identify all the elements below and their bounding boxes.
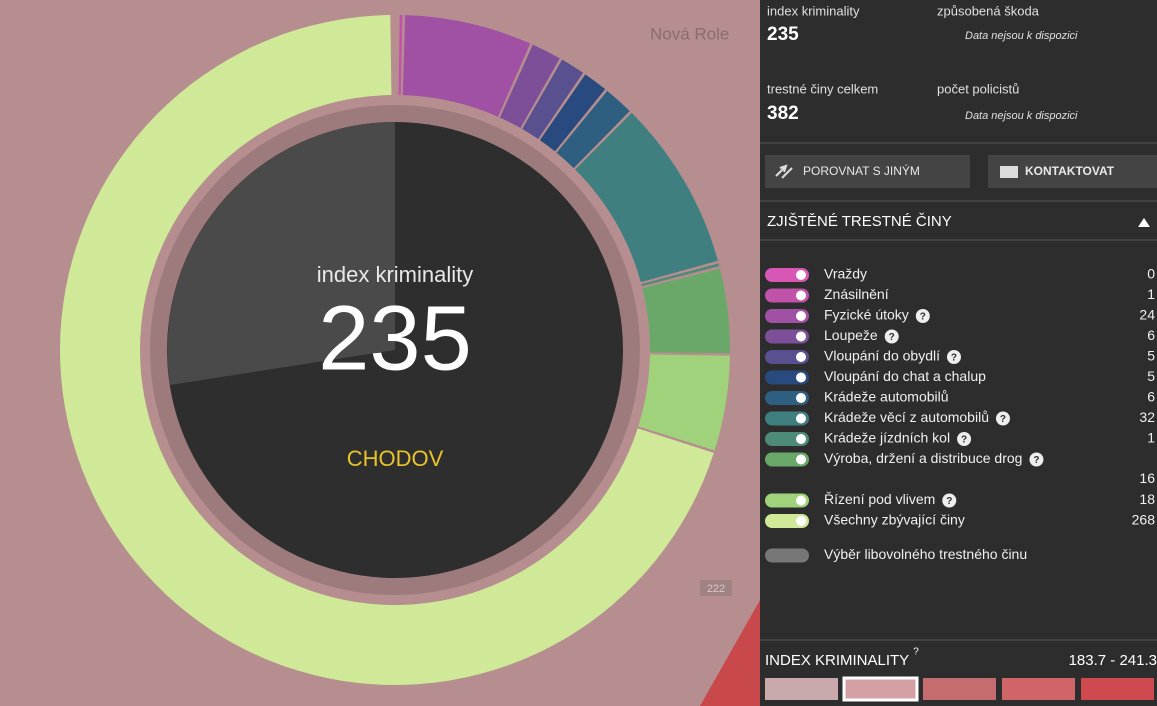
toggle-knob [796,495,806,506]
crime-count: 16 [1139,470,1155,486]
section-title: ZJIŠTĚNÉ TRESTNÉ ČINY [767,213,952,230]
toggle[interactable] [765,548,809,563]
toggle-knob [796,270,806,280]
donut-value: 235 [318,287,472,389]
crime-name: Krádeže jízdních kol [824,430,950,446]
crime-count: 6 [1147,389,1155,405]
scale-box[interactable] [923,678,996,700]
help-icon[interactable] [942,493,957,508]
toggle-knob [796,393,806,403]
donut-segment [642,268,730,354]
help-mark: ? [961,435,967,446]
donut-segment [397,15,399,96]
stat-label: počet policistů [937,81,1019,96]
donut-segment [575,112,718,283]
donut-segment [556,90,630,169]
crime-count: 6 [1147,327,1155,343]
toggle-knob [796,516,806,526]
scale-box[interactable] [765,678,838,700]
compare-icon [775,164,793,179]
scale-box[interactable] [842,676,919,702]
collapse-icon[interactable] [1138,218,1150,227]
donut-segment [499,44,560,128]
crime-count: 5 [1147,368,1155,384]
stat-label: způsobená škoda [937,3,1040,18]
place: CHODOV [347,446,444,471]
crime-count: 32 [1139,409,1155,425]
help-mark: ? [946,496,952,507]
toggle-knob [796,434,806,444]
footer-title: INDEX KRIMINALITY [765,652,909,669]
road-shield [700,580,732,596]
donut-segment [402,15,531,117]
donut-label: index kriminality [317,262,474,287]
button-label: POROVNAT S JINÝM [803,163,920,178]
help-icon[interactable] [946,350,961,364]
crime-count: 268 [1132,512,1156,528]
map-label: Nová Role [650,24,729,43]
help-icon[interactable] [995,411,1010,426]
toggle-knob [796,352,806,362]
toggle-knob [796,290,806,301]
donut-segment [638,354,730,451]
crime-count: 18 [1139,491,1155,507]
help-mark: ? [951,353,957,364]
toggle-knob [796,413,806,424]
crime-name: Loupeže [824,327,878,343]
stat-value: 382 [767,103,799,124]
stat-label: index kriminality [767,3,860,18]
donut-segment [641,263,720,287]
compare-button[interactable] [765,155,970,188]
crime-name: Řízení pod vlivem [824,491,935,507]
stat-value: Data nejsou k dispozici [965,30,1078,42]
scale-box[interactable] [1081,678,1154,700]
help-mark: ? [1033,455,1039,466]
help-icon[interactable] [884,329,899,344]
crime-name: Výběr libovolného trestného činu [824,546,1027,562]
crime-count: 5 [1147,348,1155,364]
toggle-knob [796,372,806,383]
toggle-knob [796,331,806,342]
stat-label: trestné činy celkem [767,81,878,96]
crime-name: Krádeže automobilů [824,389,949,405]
crime-count: 1 [1147,286,1155,302]
map-label: 222 [707,583,725,595]
help-mark: ? [1000,414,1006,425]
scale-box[interactable] [1002,678,1075,700]
crime-name: Vloupání do obydlí [824,348,940,364]
toggle-knob [796,454,806,465]
help-mark: ? [889,332,895,343]
center-wedge [167,122,395,385]
help-icon[interactable] [1029,452,1044,467]
help-mark: ? [920,312,926,323]
mail-icon [1000,166,1018,178]
donut-segment [522,59,584,140]
button-label: KONTAKTOVAT [1025,164,1115,178]
crime-name: Znásilnění [824,286,889,302]
crime-name: Fyzické útoky [824,307,909,323]
donut-segment [398,15,403,96]
crime-count: 1 [1147,430,1155,446]
crime-name: Vloupání do chat a chalup [824,368,986,384]
crime-count: 0 [1147,266,1155,282]
toggle-knob [796,311,806,321]
donut-segment [539,74,606,152]
crime-name: Výroba, držení a distribuce drog [824,450,1022,466]
help-mark: ? [913,647,919,658]
footer-range: 183.7 - 241.3 [1069,652,1157,669]
stat-value: Data nejsou k dispozici [965,110,1078,122]
crime-count: 24 [1139,307,1155,323]
help-icon[interactable] [915,309,930,323]
help-icon[interactable] [957,432,972,446]
stat-value: 235 [767,24,799,45]
map-region [700,600,760,706]
crime-name: Krádeže věcí z automobilů [824,409,989,425]
crime-name: Všechny zbývající činy [824,512,965,528]
crime-name: Vraždy [824,266,867,282]
